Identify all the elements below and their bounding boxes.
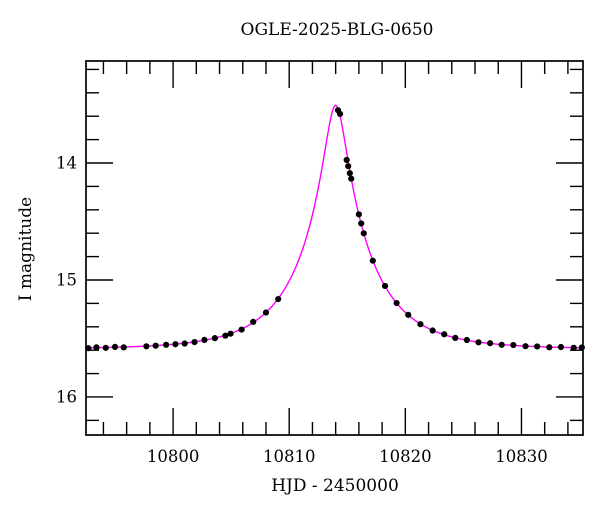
data-point (275, 295, 282, 303)
data-point (510, 341, 517, 349)
data-point (381, 282, 389, 290)
data-point (405, 311, 412, 318)
data-point (343, 156, 350, 164)
data-point (111, 343, 119, 351)
plot-title: OGLE-2025-BLG-0650 (240, 20, 434, 40)
data-point (93, 344, 100, 351)
data-point (452, 334, 459, 341)
data-point (487, 340, 494, 347)
data-point (336, 110, 344, 117)
data-point (369, 257, 376, 264)
data-point (441, 331, 448, 338)
data-point (172, 341, 179, 348)
data-point (358, 220, 365, 227)
data-point (429, 327, 436, 334)
x-axis-label: HJD - 2450000 (271, 476, 399, 496)
data-point (250, 318, 257, 325)
y-tick-label: 15 (56, 270, 77, 289)
data-point (120, 344, 127, 351)
data-point (498, 341, 505, 348)
data-point (201, 336, 208, 343)
data-point (181, 340, 188, 347)
data-point (348, 175, 355, 182)
data-point (522, 343, 529, 350)
data-point (262, 309, 270, 316)
data-point (143, 343, 150, 350)
data-point (191, 339, 198, 346)
data-point (227, 330, 234, 337)
data-point (557, 343, 565, 351)
x-tick-label: 10800 (147, 447, 200, 466)
y-tick-label: 16 (56, 387, 77, 406)
data-point (570, 344, 577, 351)
data-point (463, 336, 470, 344)
x-tick-label: 10810 (263, 447, 316, 466)
data-point (222, 332, 229, 339)
data-point (578, 344, 585, 351)
data-point (546, 344, 553, 351)
data-point (102, 344, 109, 351)
data-point (355, 211, 362, 218)
data-point (345, 163, 352, 170)
data-point (163, 341, 170, 348)
data-point (417, 321, 424, 328)
x-tick-label: 10820 (379, 447, 432, 466)
data-point (85, 345, 92, 352)
y-tick-label: 14 (56, 154, 77, 173)
x-tick-label: 10830 (495, 447, 548, 466)
data-point (211, 335, 218, 342)
data-point (475, 339, 482, 346)
data-point (393, 299, 400, 307)
model-curve (85, 104, 584, 349)
data-point (152, 342, 159, 349)
data-point (360, 230, 367, 237)
data-point (346, 170, 353, 177)
data-point (534, 343, 541, 350)
data-point (238, 326, 245, 333)
y-axis-label: I magnitude (16, 196, 36, 302)
plot-frame (85, 60, 584, 436)
